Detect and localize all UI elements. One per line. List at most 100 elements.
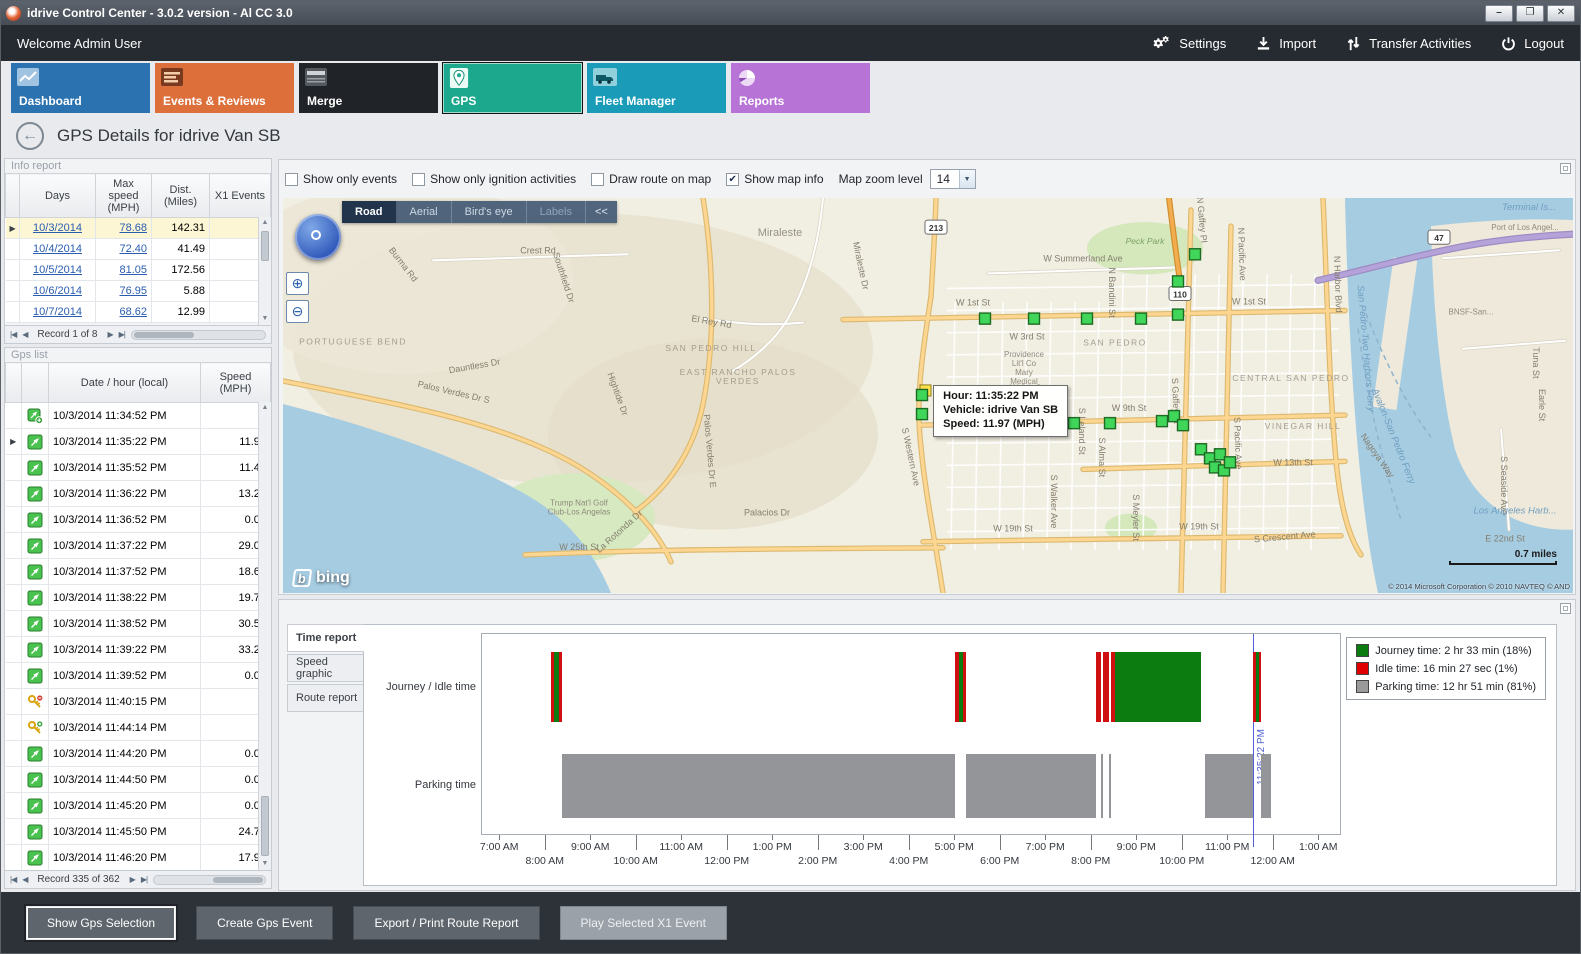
minimize-button[interactable]: –	[1485, 4, 1513, 22]
day-link[interactable]: 10/5/2014	[33, 264, 82, 276]
info-column-header[interactable]: X1 Events	[209, 173, 271, 218]
last-record-button[interactable]: ▶|	[118, 330, 126, 339]
gps-list-row[interactable]: 10/3/2014 11:40:15 PM	[5, 688, 271, 715]
gps-marker[interactable]	[1213, 448, 1227, 461]
gps-list-row[interactable]: 10/3/2014 11:45:20 PM 0.00	[5, 792, 271, 819]
report-tab-route-report[interactable]: Route report	[287, 684, 363, 712]
record-scrollbar[interactable]	[153, 874, 266, 885]
info-report-row[interactable]: ▶ 10/3/2014 78.68 142.31	[5, 217, 271, 239]
report-tab-time-report[interactable]: Time report	[287, 624, 364, 652]
gps-marker[interactable]	[1080, 312, 1094, 325]
checkbox-show-map-info[interactable]: ✔ Show map info	[726, 172, 824, 186]
gps-marker[interactable]	[978, 312, 992, 325]
info-column-header[interactable]: Dist. (Miles)	[151, 173, 210, 218]
info-report-row[interactable]: 10/6/2014 76.95 5.88	[5, 280, 271, 302]
prev-record-button[interactable]: ◀	[22, 330, 28, 339]
topbar-action-transfer-activities[interactable]: Transfer Activities	[1346, 36, 1471, 51]
maximize-button[interactable]: ❐	[1516, 4, 1544, 22]
gps-list-row[interactable]: 10/3/2014 11:34:52 PM	[5, 402, 271, 429]
max-speed-link[interactable]: 81.05	[119, 264, 147, 276]
nav-tab-dashboard[interactable]: Dashboard	[11, 63, 150, 113]
nav-tab-gps[interactable]: GPS	[442, 62, 583, 114]
scroll-down-icon[interactable]: ▼	[261, 860, 269, 867]
topbar-action-import[interactable]: Import	[1256, 36, 1316, 51]
gps-list-row[interactable]: 10/3/2014 11:36:52 PM 0.00	[5, 506, 271, 533]
back-button[interactable]: ←	[16, 122, 44, 150]
gps-grid-scrollbar[interactable]: ▲ ▼	[258, 402, 271, 870]
gps-marker[interactable]	[1194, 443, 1208, 456]
pan-east-icon[interactable]	[328, 227, 338, 237]
export-print-route-report-button[interactable]: Export / Print Route Report	[353, 905, 540, 940]
gps-marker[interactable]	[1171, 275, 1185, 288]
map-zoom-out-button[interactable]: ⊖	[286, 300, 309, 323]
gps-marker[interactable]	[1171, 308, 1185, 321]
first-record-button[interactable]: |◀	[10, 330, 17, 339]
gps-list-row[interactable]: 10/3/2014 11:37:52 PM 18.63	[5, 558, 271, 585]
gps-list-row[interactable]: 10/3/2014 11:45:50 PM 24.75	[5, 818, 271, 845]
map-tabs-collapse-button[interactable]: <<	[595, 206, 608, 218]
day-link[interactable]: 10/6/2014	[33, 285, 82, 297]
map-zoom-in-button[interactable]: ⊕	[286, 272, 309, 295]
day-link[interactable]: 10/3/2014	[33, 222, 82, 234]
map-view-tab-aerial[interactable]: Aerial	[397, 201, 452, 223]
gps-list-row[interactable]: 10/3/2014 11:44:20 PM 0.00	[5, 740, 271, 767]
record-scrollbar[interactable]	[130, 329, 266, 340]
gps-marker[interactable]	[915, 407, 929, 421]
prev-record-button[interactable]: ◀	[22, 875, 28, 884]
show-gps-selection-button[interactable]: Show Gps Selection	[26, 905, 177, 940]
info-report-row[interactable]: 10/5/2014 81.05 172.56	[5, 259, 271, 281]
nav-tab-events-reviews[interactable]: Events & Reviews	[155, 63, 294, 113]
map-zoom-level-select[interactable]: 14 ▼	[929, 169, 976, 189]
gps-list-row[interactable]: 10/3/2014 11:39:22 PM 33.21	[5, 636, 271, 663]
nav-tab-merge[interactable]: Merge	[299, 63, 438, 113]
gps-marker[interactable]	[1167, 409, 1181, 423]
gps-marker[interactable]	[1155, 414, 1169, 428]
map-compass[interactable]	[295, 214, 341, 260]
map-panel-collapse-button[interactable]	[1560, 163, 1571, 174]
gps-marker[interactable]	[915, 388, 929, 402]
create-gps-event-button[interactable]: Create Gps Event	[196, 905, 334, 940]
gps-column-header[interactable]: Speed (MPH)	[200, 362, 271, 403]
gps-list-row[interactable]: 10/3/2014 11:36:22 PM 13.28	[5, 480, 271, 507]
gps-list-row[interactable]: 10/3/2014 11:35:52 PM 11.47	[5, 454, 271, 481]
scroll-down-icon[interactable]: ▼	[261, 315, 269, 322]
nav-tab-reports[interactable]: Reports	[731, 63, 870, 113]
scroll-up-icon[interactable]: ▲	[261, 219, 269, 226]
topbar-action-logout[interactable]: Logout	[1501, 36, 1564, 51]
max-speed-link[interactable]: 72.40	[119, 243, 147, 255]
pan-west-icon[interactable]	[298, 227, 308, 237]
gps-list-row[interactable]: 10/3/2014 11:44:14 PM	[5, 714, 271, 741]
checkbox-show-only-ignition-activities[interactable]: Show only ignition activities	[412, 172, 576, 186]
scroll-up-icon[interactable]: ▲	[261, 404, 269, 411]
max-speed-link[interactable]: 76.95	[119, 285, 147, 297]
checkbox-draw-route-on-map[interactable]: Draw route on map	[591, 172, 711, 186]
next-record-button[interactable]: ▶	[129, 875, 136, 884]
map-view-tab-road[interactable]: Road	[342, 201, 397, 223]
play-selected-x1-event-button[interactable]: Play Selected X1 Event	[559, 905, 727, 940]
gps-list-row[interactable]: 10/3/2014 11:39:52 PM 0.00	[5, 662, 271, 689]
gps-column-header[interactable]: Date / hour (local)	[48, 362, 201, 403]
gps-marker[interactable]	[1067, 416, 1081, 430]
gps-list-row[interactable]: 10/3/2014 11:37:22 PM 29.05	[5, 532, 271, 559]
gps-list-row[interactable]: ▶ 10/3/2014 11:35:22 PM 11.97	[5, 428, 271, 455]
gps-list-row[interactable]: 10/3/2014 11:46:20 PM 17.93	[5, 844, 271, 871]
map-view-tab-bird-s-eye[interactable]: Bird's eye	[452, 201, 527, 223]
checkbox-show-only-events[interactable]: Show only events	[285, 172, 397, 186]
max-speed-link[interactable]: 78.68	[119, 222, 147, 234]
info-column-header[interactable]: Days	[19, 173, 96, 218]
gps-marker[interactable]	[1134, 312, 1148, 325]
close-button[interactable]: ✕	[1547, 4, 1575, 22]
first-record-button[interactable]: |◀	[10, 875, 17, 884]
last-record-button[interactable]: ▶|	[140, 875, 148, 884]
info-report-row[interactable]: 10/7/2014 68.62 12.99	[5, 301, 271, 323]
gps-marker[interactable]	[1027, 312, 1041, 325]
pan-north-icon[interactable]	[308, 217, 318, 227]
gps-marker[interactable]	[1103, 416, 1117, 430]
chart-panel-collapse-button[interactable]	[1560, 603, 1571, 614]
gps-marker[interactable]	[1188, 248, 1202, 261]
gps-list-row[interactable]: 10/3/2014 11:44:50 PM 0.00	[5, 766, 271, 793]
gps-marker[interactable]	[1176, 418, 1190, 432]
pan-south-icon[interactable]	[308, 247, 318, 257]
report-tab-speed-graphic[interactable]: Speed graphic	[287, 654, 363, 682]
max-speed-link[interactable]: 68.62	[119, 306, 147, 318]
